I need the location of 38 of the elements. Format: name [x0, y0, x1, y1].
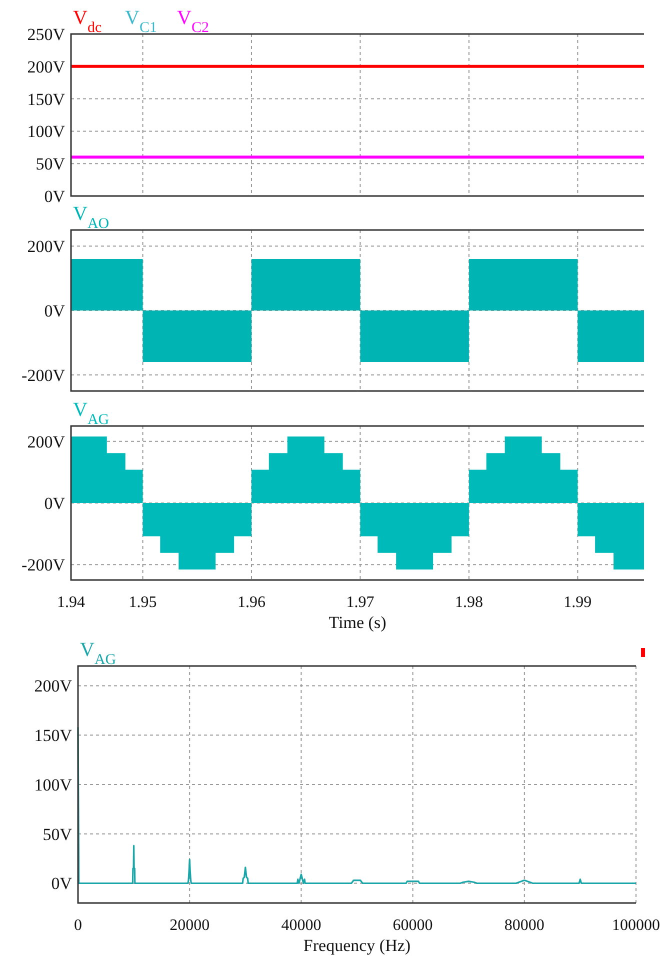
x-tick-label: 0: [74, 917, 82, 934]
x-tick-label: 1.94: [57, 594, 85, 611]
x-tick-label: 1.96: [237, 594, 266, 611]
y-tick-label: 0V: [44, 301, 66, 320]
y-tick-label: -200V: [22, 366, 66, 385]
y-tick-label: 200V: [27, 237, 66, 256]
x-tick-label: 1.98: [454, 594, 483, 611]
y-tick-label: 0V: [44, 186, 66, 206]
legend-label: V$_{C1}$: [125, 7, 157, 36]
y-tick-label: 150V: [27, 90, 66, 109]
series-label: V$_{AG}$: [73, 399, 110, 428]
x-axis-title: Time (s): [328, 613, 386, 632]
text: V$_{C2}$: [177, 7, 209, 36]
y-tick-label: 0V: [51, 874, 73, 894]
x-tick-label: 1.95: [128, 594, 157, 611]
x-tick-label: 80000: [504, 917, 544, 934]
x-tick-label: 1.99: [564, 594, 592, 611]
x-tick-label: 1.97: [346, 594, 374, 611]
y-tick-label: 250V: [27, 24, 66, 44]
y-tick-label: 100V: [27, 122, 66, 142]
x-axis-title: Frequency (Hz): [303, 936, 411, 955]
y-tick-label: 50V: [42, 824, 73, 844]
y-tick-label: 150V: [34, 726, 73, 746]
series-label: V$_{dc}$: [73, 7, 102, 36]
x-tick-label: 20000: [170, 917, 210, 934]
y-tick-label: 200V: [27, 432, 66, 452]
series-label: V$_{AO}$: [73, 203, 110, 232]
y-tick-label: -200V: [22, 556, 66, 575]
y-tick-label: 200V: [27, 57, 66, 76]
line-series: [77, 726, 637, 884]
x-tick-label: 40000: [281, 917, 322, 934]
y-tick-label: 100V: [34, 775, 73, 794]
y-tick-label: 50V: [36, 154, 66, 174]
text: V$_{AG}$: [80, 639, 116, 668]
x-tick-label: 60000: [392, 917, 433, 934]
y-tick-label: 0V: [44, 494, 66, 513]
y-tick-label: 200V: [34, 676, 73, 696]
x-tick-label: 100000: [612, 917, 660, 934]
